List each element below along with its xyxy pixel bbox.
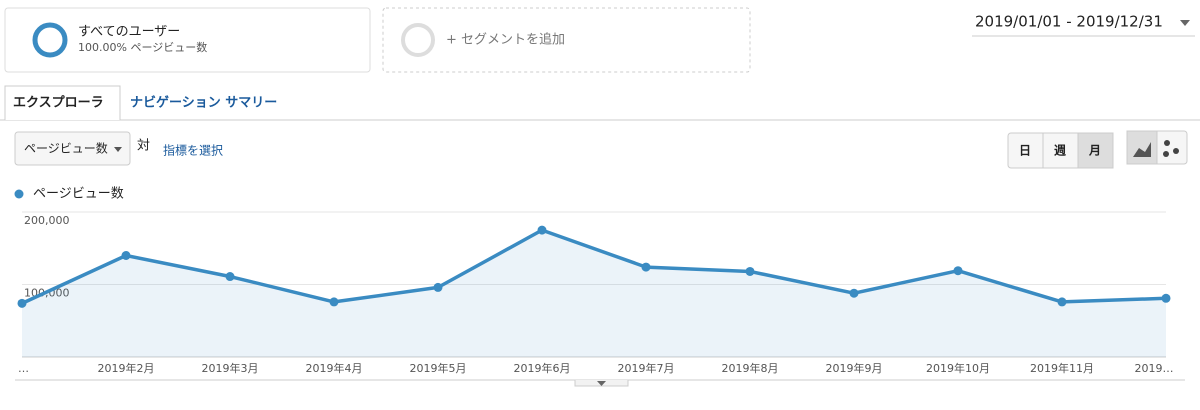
x-tick-label: 2019年6月	[514, 361, 571, 375]
y-tick-label: 200,000	[24, 214, 70, 227]
point	[17, 298, 27, 308]
expand-arrow	[597, 381, 606, 386]
metric-select: ページビュー数	[24, 141, 108, 156]
point	[433, 282, 443, 292]
x-tick-label: 2019年4月	[306, 361, 363, 375]
x-tick-label: 2019年5月	[410, 361, 467, 375]
add-segment[interactable]: + セグメントを追加	[446, 32, 565, 48]
point	[225, 272, 235, 282]
granularity-active	[1077, 132, 1114, 169]
point	[121, 251, 131, 260]
x-tick-label: 2019…	[1135, 362, 1174, 375]
granularity-button[interactable]: 週	[1054, 143, 1066, 158]
legend-marker	[14, 189, 24, 199]
point	[329, 297, 339, 307]
motion-icon	[1163, 151, 1169, 157]
versus: 対	[137, 139, 150, 154]
x-tick-label: 2019年10月	[926, 361, 990, 375]
point	[537, 225, 547, 235]
segment-detail: 100.00% ページビュー数	[78, 41, 207, 54]
point	[1161, 293, 1171, 303]
choose-metric[interactable]: 指標を選択	[163, 143, 223, 158]
x-tick-label: 2019年7月	[618, 361, 675, 375]
line	[21, 228, 1167, 305]
point	[849, 288, 859, 298]
point	[1057, 297, 1067, 307]
dropdown-arrow	[114, 147, 122, 152]
point	[953, 266, 963, 276]
motion-icon	[1164, 140, 1170, 146]
x-tick-label: 2019年2月	[98, 361, 155, 375]
active-tab[interactable]	[4, 85, 121, 120]
x-tick-label: 2019年3月	[202, 361, 259, 375]
x-tick-label: 2019年9月	[826, 361, 883, 375]
date-range[interactable]: 2019/01/01 - 2019/12/31	[975, 13, 1163, 31]
x-tick-label: 2019年11月	[1030, 361, 1094, 375]
chart-type-line[interactable]	[1126, 130, 1158, 165]
granularity-button[interactable]: 月	[1088, 144, 1101, 158]
add-segment-card[interactable]	[382, 7, 751, 73]
point	[745, 266, 755, 276]
segment-name: すべてのユーザー	[78, 25, 180, 40]
tab[interactable]: エクスプローラ	[13, 96, 104, 111]
line-icon	[1133, 142, 1151, 157]
add-segment-icon	[401, 23, 435, 57]
date-dropdown-arrow[interactable]	[1180, 20, 1190, 26]
segment-icon	[32, 22, 68, 58]
legend-label: ページビュー数	[33, 187, 124, 202]
metric-dropdown[interactable]	[14, 131, 131, 166]
tab[interactable]: ナビゲーション サマリー	[130, 95, 277, 111]
x-tick-label: 2019年8月	[722, 361, 779, 375]
motion-icon	[1173, 148, 1179, 154]
granularity-button[interactable]: 日	[1019, 144, 1031, 158]
area	[22, 230, 1166, 357]
x-tick-label: …	[18, 362, 29, 375]
point	[641, 262, 651, 272]
segment-card[interactable]	[4, 7, 371, 73]
